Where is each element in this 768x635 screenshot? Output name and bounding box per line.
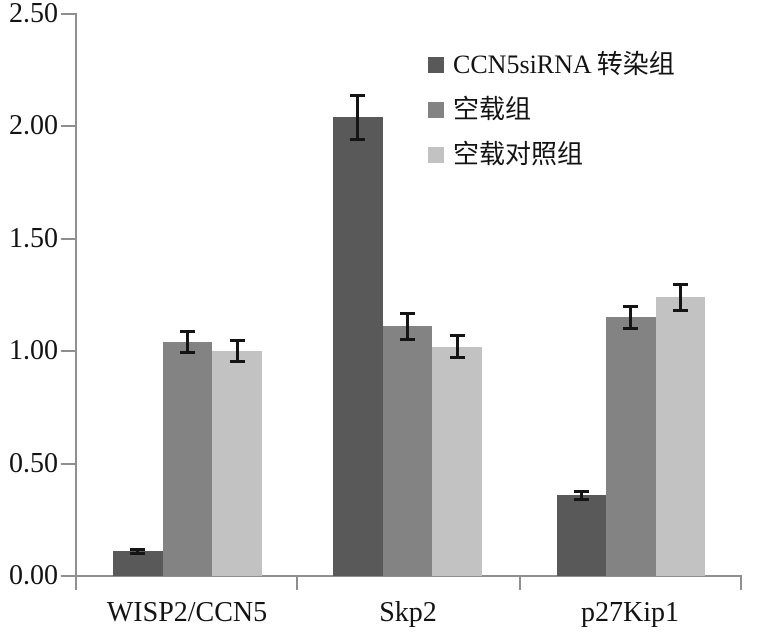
x-axis-category-label: p27Kip1 xyxy=(581,597,679,628)
error-bar-line xyxy=(455,335,459,358)
x-axis-tick xyxy=(519,576,521,590)
y-axis-tick-label: 2.00 xyxy=(9,110,58,141)
legend-label: 空载组 xyxy=(453,95,532,124)
error-bar-cap-top xyxy=(179,329,195,333)
legend-swatch xyxy=(428,57,444,73)
error-bar-cap-top xyxy=(623,305,639,308)
error-bar-line xyxy=(356,94,360,140)
x-axis-category-label: Skp2 xyxy=(379,597,437,628)
bar-g2-s2 xyxy=(382,326,433,576)
error-bar-cap-bottom xyxy=(623,326,639,330)
error-bar-cap-bottom xyxy=(573,497,589,501)
bar-g1-s1 xyxy=(113,551,163,576)
x-axis-line xyxy=(61,575,742,577)
error-bar-cap-bottom xyxy=(229,360,245,364)
error-bar-cap-bottom xyxy=(179,351,195,355)
error-bar-cap-top xyxy=(673,282,688,286)
y-axis-tick-label: 1.50 xyxy=(9,222,58,254)
bar-g1-s3 xyxy=(212,351,262,576)
y-axis-tick xyxy=(61,12,75,15)
error-bar-cap-bottom xyxy=(673,308,688,312)
y-axis-tick-label: 2.50 xyxy=(9,0,58,29)
legend-item: 空载对照组 xyxy=(428,142,583,168)
x-axis-category-label: WISP2/CCN5 xyxy=(106,597,268,628)
error-bar-line xyxy=(629,306,633,329)
error-bar-line xyxy=(679,283,682,311)
error-bar-line xyxy=(136,549,140,554)
error-bar-line xyxy=(185,330,189,354)
error-bar-line xyxy=(235,339,239,363)
error-bar-cap-top xyxy=(449,334,465,338)
y-axis-line xyxy=(75,13,77,590)
error-bar-cap-bottom xyxy=(350,137,366,141)
bar-g3-s2 xyxy=(606,317,656,576)
y-axis-tick xyxy=(61,575,75,577)
error-bar-cap-top xyxy=(130,548,146,551)
error-bar-cap-top xyxy=(573,489,589,493)
error-bar-cap-top xyxy=(350,93,366,97)
error-bar-cap-bottom xyxy=(449,355,465,359)
bar-g2-s3 xyxy=(432,346,482,576)
legend-item: CCN5siRNA 转染组 xyxy=(428,52,675,78)
y-axis-tick xyxy=(61,350,75,352)
error-bar-cap-bottom xyxy=(399,337,415,341)
bar-g2-s1 xyxy=(333,117,383,576)
legend-label: 空载对照组 xyxy=(453,140,584,169)
y-axis-tick xyxy=(61,125,75,127)
y-axis-tick-label: 1.00 xyxy=(9,335,58,366)
legend-swatch xyxy=(428,102,444,118)
bar-g3-s1 xyxy=(556,495,607,576)
legend-swatch xyxy=(428,147,444,163)
y-axis-tick xyxy=(61,237,75,240)
error-bar-line xyxy=(405,312,409,340)
error-bar-line xyxy=(579,490,583,500)
error-bar-cap-top xyxy=(229,338,245,342)
bar-g3-s3 xyxy=(655,297,706,576)
legend-item: 空载组 xyxy=(428,97,531,123)
y-axis-tick-label: 0.50 xyxy=(9,447,58,479)
bar-g1-s2 xyxy=(162,342,213,576)
y-axis-tick xyxy=(61,462,75,465)
error-bar-cap-bottom xyxy=(130,551,146,555)
y-axis-tick-label: 0.00 xyxy=(9,560,58,591)
legend-label: CCN5siRNA 转染组 xyxy=(453,50,675,79)
x-axis-tick xyxy=(740,576,742,590)
error-bar-cap-top xyxy=(399,311,415,315)
x-axis-tick xyxy=(296,576,298,590)
